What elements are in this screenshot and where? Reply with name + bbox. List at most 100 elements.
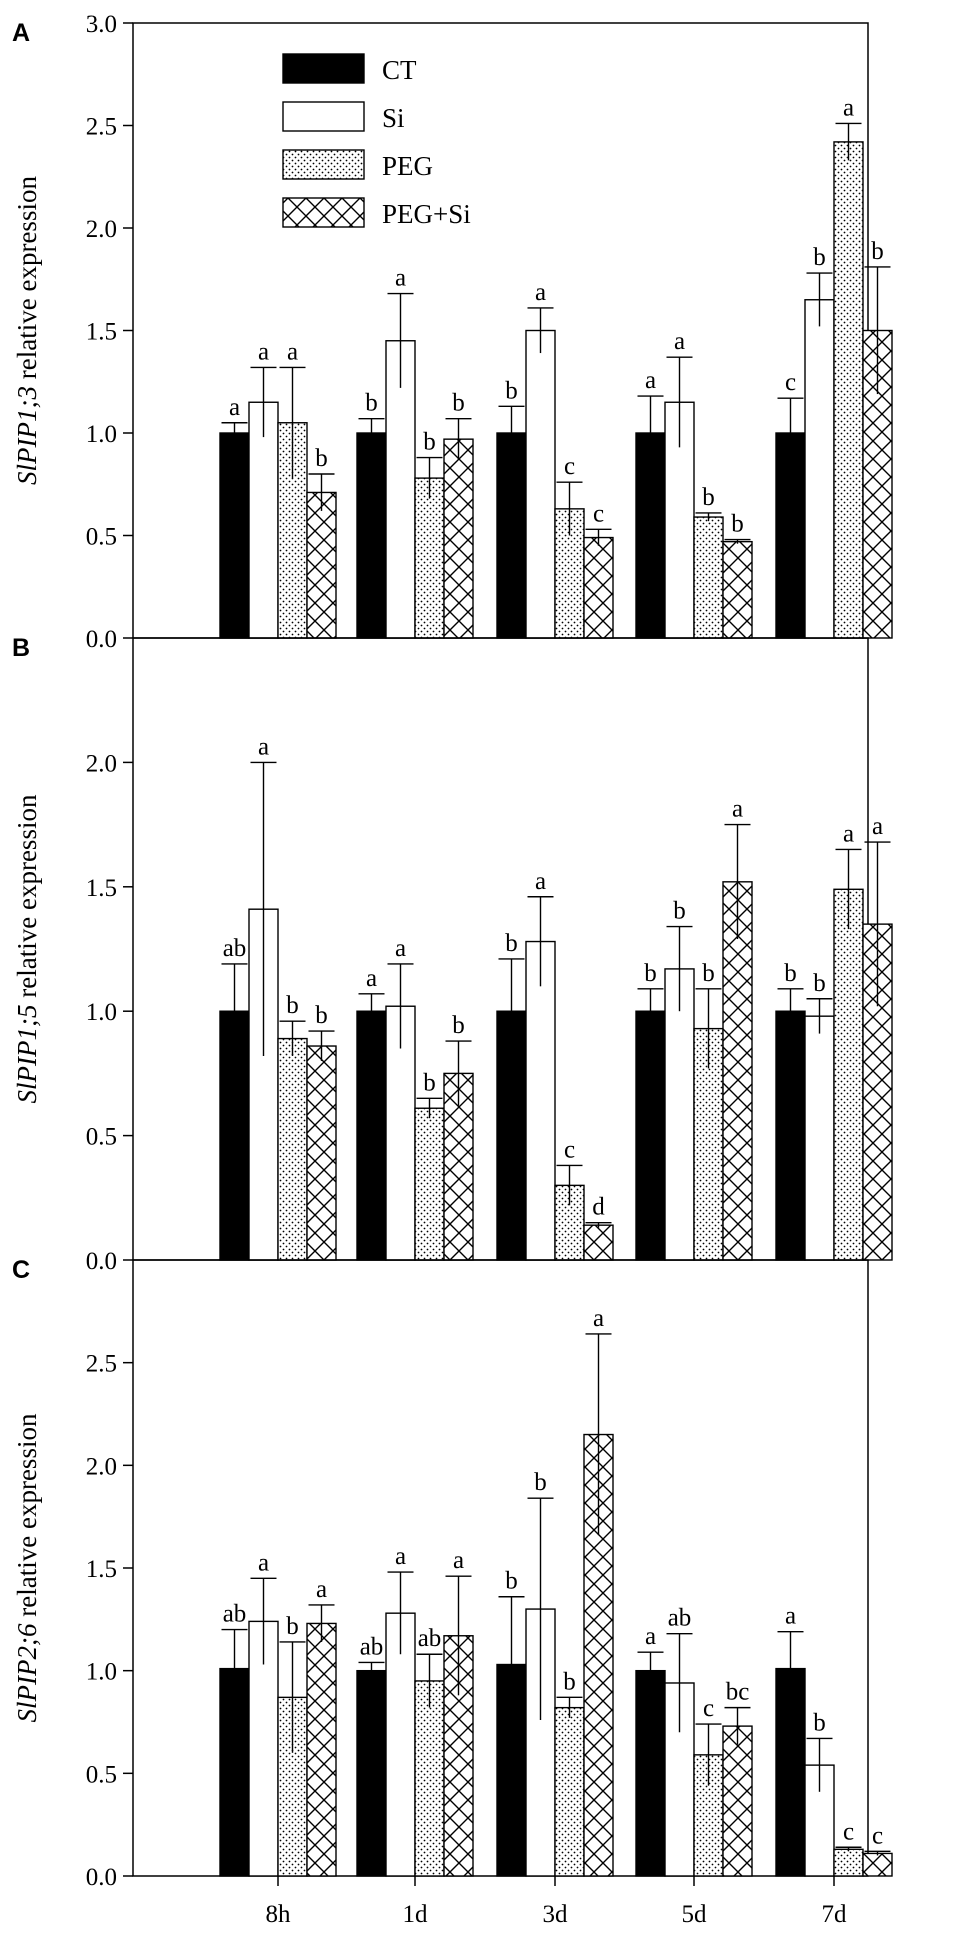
bar-c-peg-1d [414,1680,445,1877]
x-tick-label: 1d [403,1901,429,1928]
y-tick-label: 1.0 [86,421,117,448]
significance-letter: b [505,930,518,957]
y-tick-label: 0.5 [86,524,117,551]
significance-letter: b [315,445,328,472]
y-axis-label-text: relative expression [12,1413,42,1623]
legend-label: CT [382,55,417,85]
significance-letter: b [505,1568,518,1595]
bar-b-ct-1d [356,1010,387,1261]
y-tick-label: 0.5 [86,1124,117,1151]
bar-a-peg-si-8h [306,491,337,639]
y-tick-label: 1.5 [86,319,117,346]
y-axis-label-text: relative expression [12,176,42,386]
legend-label: PEG+Si [382,199,471,229]
significance-letter: c [593,500,604,527]
significance-letter: a [366,965,377,992]
bar-a-ct-8h [219,432,250,639]
panel-letter: A [12,19,30,47]
x-tick-label: 3d [543,1901,569,1928]
significance-letter: b [813,970,826,997]
significance-letter: b [813,1709,826,1736]
significance-letter: ab [668,1605,692,1632]
significance-letter: a [843,94,854,121]
significance-letter: a [645,367,656,394]
bar-b-ct-5d [635,1010,666,1261]
significance-letter: a [535,279,546,306]
panel-c: C 0.0 0.5 1.0 1.5 2.0 2.5 SlPIP2;6 relative exp… [12,1256,893,1928]
significance-letter: a [316,1576,327,1603]
bar-c-peg-7d [833,1848,864,1877]
y-axis-label-gene: SlPIP2;6 [12,1623,42,1722]
y-tick-label: 1.0 [86,999,117,1026]
panel-letter: C [12,1256,30,1284]
bar-b-peg-si-3d [583,1224,614,1261]
significance-letter: a [229,394,240,421]
y-tick-label: 0.5 [86,1761,117,1788]
significance-letter: ab [223,935,247,962]
bar-a-peg-si-1d [443,438,474,639]
significance-letter: ab [223,1601,247,1628]
significance-letter: b [423,429,436,456]
y-tick-label: 2.0 [86,750,117,777]
significance-letter: b [505,377,518,404]
significance-letter: d [592,1194,605,1221]
significance-letter: a [395,265,406,292]
significance-letter: b [452,1012,465,1039]
bar-b-peg-si-8h [306,1045,337,1261]
y-axis-label: SlPIP1;3 relative expression [12,176,42,485]
bar-c-peg-3d [554,1706,585,1877]
significance-letter: a [287,338,298,365]
significance-letter: b [784,960,797,987]
significance-letter: a [785,1603,796,1630]
x-tick-label: 8h [266,1901,292,1928]
significance-letter: bc [726,1679,750,1706]
significance-letter: b [286,992,299,1019]
bar-c-peg-si-5d [722,1725,753,1877]
significance-letter: c [703,1695,714,1722]
significance-letter: b [731,511,744,538]
significance-letter: a [395,1543,406,1570]
y-axis-label: SlPIP2;6 relative expression [12,1413,42,1722]
significance-letter: ab [418,1625,442,1652]
bar-b-peg-1d [414,1107,445,1261]
bar-a-si-3d [525,329,556,639]
legend-swatch-peg [282,149,365,180]
significance-letter: c [843,1818,854,1845]
significance-letter: c [564,453,575,480]
significance-letter: b [871,238,884,265]
significance-letter: a [674,328,685,355]
significance-letter: b [365,390,378,417]
bar-b-peg-8h [277,1037,308,1261]
legend: CT Si PEG PEG+Si [282,53,471,229]
bar-b-peg-7d [833,888,864,1261]
significance-letter: a [732,796,743,823]
y-tick-label: 1.0 [86,1659,117,1686]
bar-b-peg-si-5d [722,881,753,1261]
bar-a-peg-si-5d [722,540,753,639]
significance-letter: a [395,935,406,962]
bar-a-peg-si-3d [583,536,614,639]
significance-letter: a [593,1305,604,1332]
legend-swatch-si [282,101,365,132]
legend-swatch-ct [282,53,365,84]
panel-b: B 0.0 0.5 1.0 1.5 2.0 SlPIP1;5 relative expres… [12,634,893,1275]
significance-letter: a [872,813,883,840]
significance-letter: b [286,1613,299,1640]
significance-letter: b [452,390,465,417]
significance-letter: b [702,960,715,987]
bar-c-ct-1d [356,1669,387,1877]
significance-letter: b [702,484,715,511]
significance-letter: a [453,1547,464,1574]
legend-swatch-peg-si [282,197,365,228]
bar-c-peg-si-8h [306,1622,337,1877]
significance-letter: b [534,1469,547,1496]
bar-a-ct-3d [496,432,527,639]
bar-b-si-7d [804,1015,835,1261]
significance-letter: a [645,1623,656,1650]
bar-a-peg-5d [693,516,724,639]
significance-letter: b [673,898,686,925]
significance-letter: ab [360,1633,384,1660]
y-tick-label: 1.5 [86,875,117,902]
significance-letter: b [423,1069,436,1096]
